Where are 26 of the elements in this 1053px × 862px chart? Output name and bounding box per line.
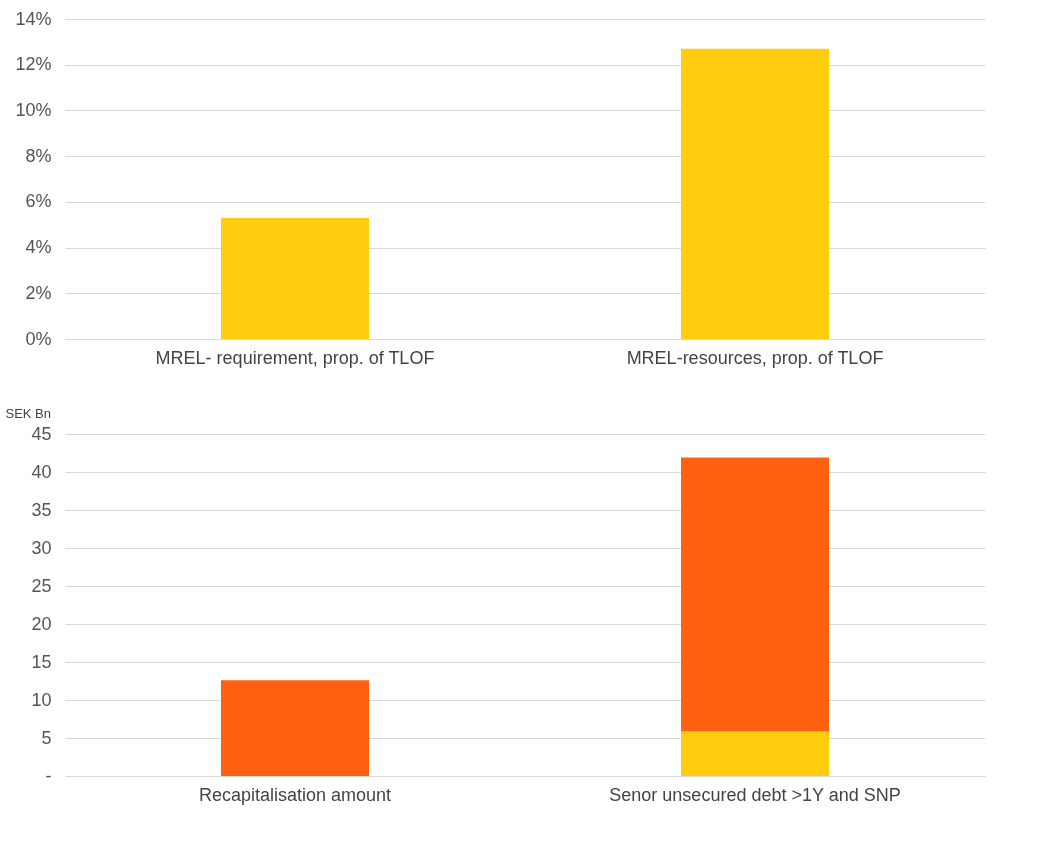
y-axis-title: SEK Bn bbox=[5, 405, 52, 421]
y-tick-label: 20 bbox=[31, 613, 52, 634]
bar bbox=[221, 680, 369, 776]
y-tick-label: 2% bbox=[25, 282, 52, 303]
x-tick-label: MREL- requirement, prop. of TLOF bbox=[155, 347, 435, 368]
x-tick-label: MREL-resources, prop. of TLOF bbox=[626, 347, 884, 368]
bar bbox=[681, 731, 829, 776]
y-tick-label: 15 bbox=[31, 651, 52, 672]
y-tick-label: 8% bbox=[25, 145, 52, 166]
y-tick-label: 4% bbox=[25, 237, 52, 258]
y-tick-label: - bbox=[45, 765, 52, 786]
x-tick-label: Recapitalisation amount bbox=[198, 784, 392, 805]
y-tick-label: 10% bbox=[15, 99, 52, 120]
y-tick-label: 6% bbox=[25, 191, 52, 212]
y-tick-label: 12% bbox=[15, 54, 52, 75]
y-tick-label: 40 bbox=[31, 461, 52, 482]
y-tick-label: 5 bbox=[41, 727, 52, 748]
y-tick-label: 30 bbox=[31, 537, 52, 558]
y-tick-label: 25 bbox=[31, 575, 52, 596]
y-tick-label: 35 bbox=[31, 499, 52, 520]
x-tick-label: Senor unsecured debt >1Y and SNP bbox=[609, 784, 901, 805]
bar bbox=[681, 457, 829, 732]
y-tick-label: 14% bbox=[15, 8, 52, 29]
y-tick-label: 0% bbox=[25, 328, 52, 349]
y-tick-label: 45 bbox=[31, 423, 52, 444]
y-tick-label: 10 bbox=[31, 689, 52, 710]
